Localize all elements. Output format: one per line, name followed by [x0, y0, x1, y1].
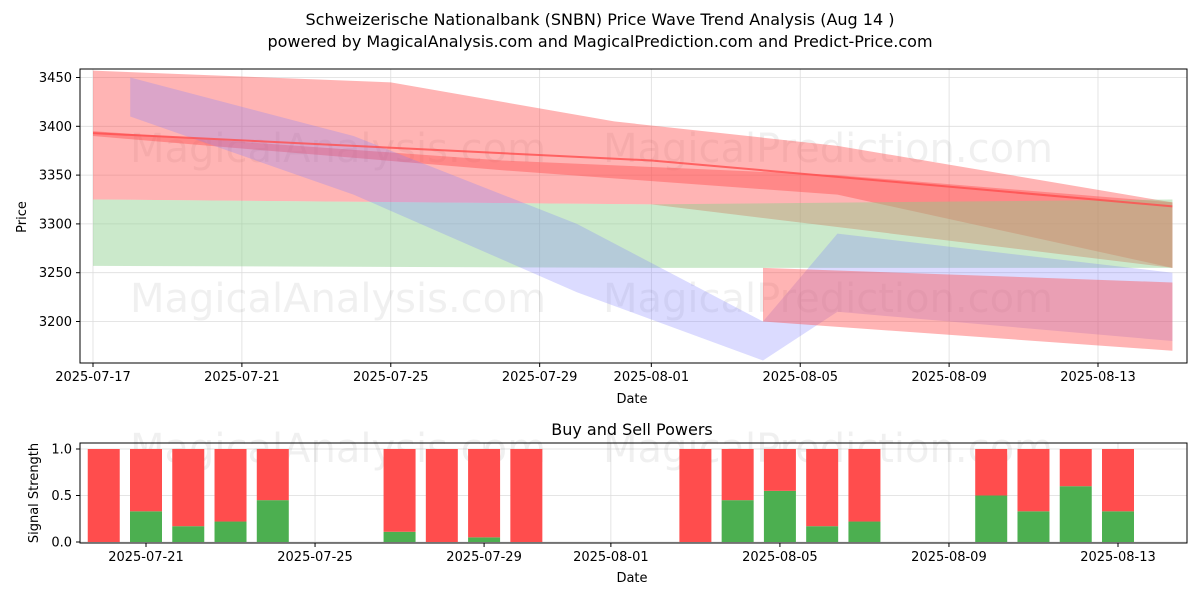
buy-bar [468, 537, 501, 542]
y-tick-label: 3350 [39, 169, 72, 184]
band-red-4 [763, 267, 1173, 351]
y-tick-label: 3250 [39, 266, 72, 281]
buy-bar [848, 521, 881, 542]
x-tick-label: 2025-07-25 [353, 370, 429, 385]
trend-line-0 [92, 132, 1173, 208]
signal-panel-title: Buy and Sell Powers [551, 420, 713, 439]
chart-subtitle: powered by MagicalAnalysis.com and Magic… [267, 32, 933, 51]
watermark-text: MagicalAnalysis.com [130, 126, 546, 172]
sell-bar [172, 449, 205, 527]
buy-bar [172, 526, 205, 542]
x-tick-label: 2025-08-13 [1080, 550, 1156, 565]
sell-bar [975, 449, 1008, 496]
x-tick-label: 2025-07-17 [55, 370, 131, 385]
x-tick-label: 2025-07-21 [204, 370, 280, 385]
x-tick-label: 2025-08-01 [614, 370, 690, 385]
sell-bar [1059, 449, 1092, 487]
sell-bar [1102, 449, 1134, 512]
sell-bar [87, 449, 120, 542]
band-red-0 [93, 70, 1173, 268]
sell-bar [383, 449, 416, 532]
x-tick-label: 2025-07-25 [277, 550, 353, 565]
y-tick-label: 3300 [39, 217, 72, 232]
watermark-text: MagicalPrediction.com [603, 126, 1053, 172]
x-tick-label: 2025-08-01 [573, 550, 649, 565]
x-tick-label: 2025-07-29 [502, 370, 578, 385]
y-tick-label: 1.0 [51, 443, 72, 458]
sell-bar [1017, 449, 1050, 512]
buy-bar [256, 500, 289, 542]
x-axis-label: Date [616, 571, 647, 586]
x-tick-label: 2025-08-09 [911, 370, 987, 385]
price-panel-frame [79, 68, 1188, 364]
buy-bar [1017, 511, 1050, 542]
y-tick-label: 3450 [39, 71, 72, 86]
buy-bar [214, 521, 247, 542]
buy-bar [763, 490, 796, 542]
x-tick-label: 2025-08-05 [762, 370, 838, 385]
watermark-text: MagicalPrediction.com [603, 276, 1053, 322]
band-red-1 [93, 131, 1173, 268]
bands-group [92, 70, 1173, 361]
y-tick-label: 3400 [39, 120, 72, 135]
y-tick-label: 0.5 [51, 489, 72, 504]
sell-bar [679, 449, 712, 542]
sell-bar [721, 449, 754, 501]
watermark-text: MagicalAnalysis.com [130, 276, 546, 322]
sell-bar [806, 449, 839, 527]
y-axis-label: Price [15, 201, 30, 233]
x-tick-label: 2025-08-09 [911, 550, 987, 565]
y-tick-label: 0.0 [51, 536, 72, 551]
y-axis-label: Signal Strength [27, 443, 42, 543]
price-panel: MagicalAnalysis.com MagicalPrediction.com… [15, 68, 1188, 407]
sell-bar [763, 449, 796, 491]
buy-bar [806, 526, 839, 542]
sell-bar [848, 449, 881, 522]
chart-title: Schweizerische Nationalbank (SNBN) Price… [305, 10, 895, 29]
signal-panel: MagicalAnalysis.comMagicalPrediction.com… [27, 420, 1188, 586]
x-tick-label: 2025-07-21 [108, 550, 184, 565]
bars-group [87, 449, 1134, 542]
band-blue-3 [130, 77, 1173, 361]
sell-bar [425, 449, 458, 542]
buy-bar [1059, 486, 1092, 542]
sell-bar [510, 449, 543, 542]
buy-bar [383, 531, 416, 542]
band-green-2 [93, 199, 1173, 268]
x-tick-label: 2025-08-13 [1060, 370, 1136, 385]
buy-bar [130, 511, 162, 542]
x-tick-label: 2025-07-29 [446, 550, 522, 565]
signal-panel-frame [79, 442, 1188, 544]
sell-bar [256, 449, 289, 501]
sell-bar [468, 449, 501, 538]
buy-bar [975, 495, 1008, 542]
buy-bar [721, 500, 754, 542]
y-tick-label: 3200 [39, 315, 72, 330]
buy-bar [1102, 511, 1134, 542]
x-tick-label: 2025-08-05 [742, 550, 818, 565]
sell-bar [214, 449, 247, 522]
sell-bar [130, 449, 162, 512]
x-axis-label: Date [616, 392, 647, 407]
